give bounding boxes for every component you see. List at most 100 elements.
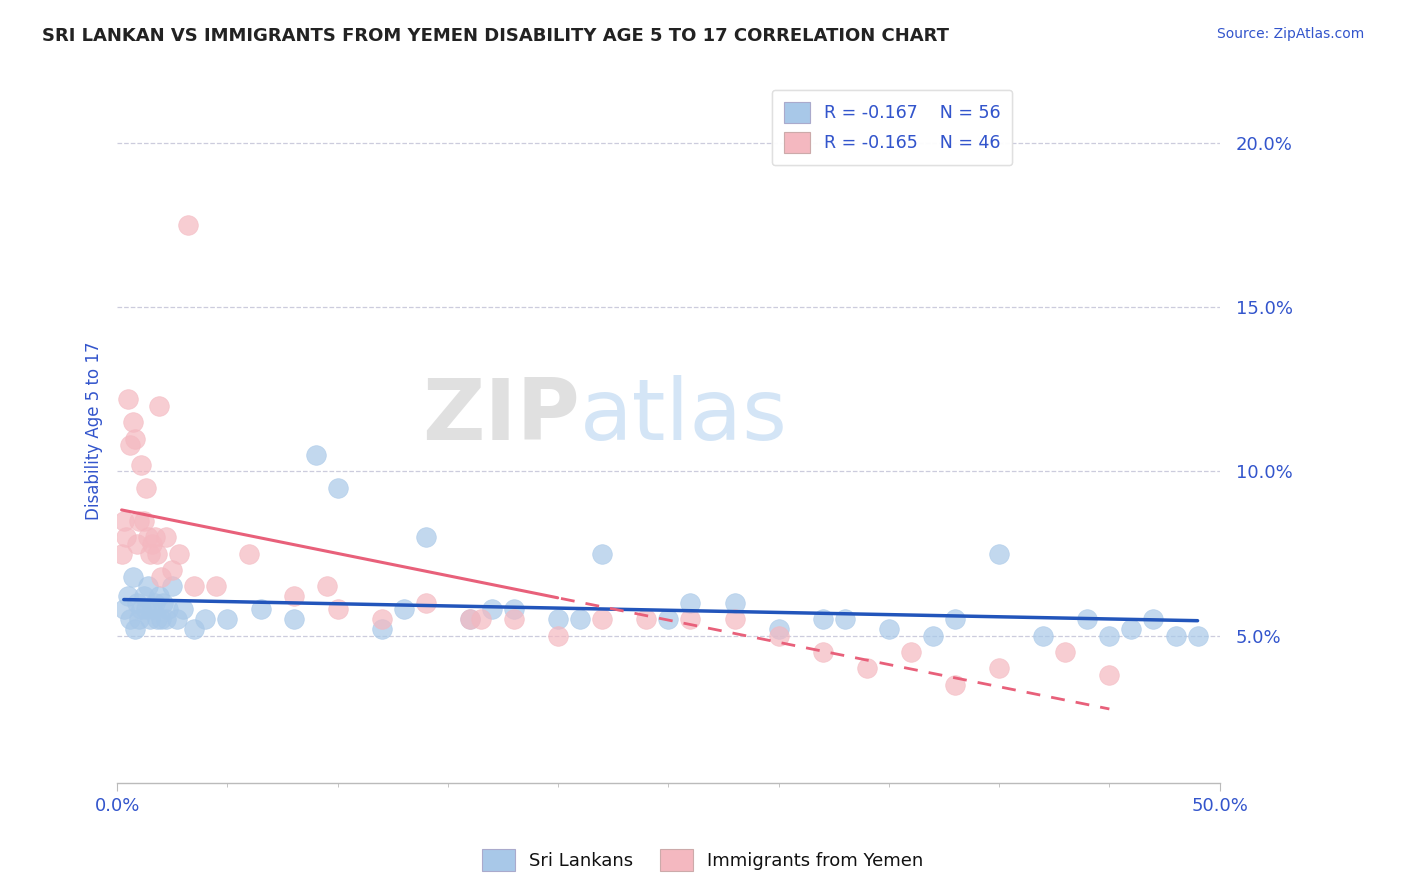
Point: [723, 596, 745, 610]
Point: [1054, 645, 1077, 659]
Point: [1164, 629, 1187, 643]
Point: [183, 579, 205, 593]
Point: [143, 530, 166, 544]
Point: [148, 589, 170, 603]
Point: [136, 579, 159, 593]
Point: [162, 563, 184, 577]
Point: [110, 547, 132, 561]
Point: [249, 602, 271, 616]
Point: [150, 612, 173, 626]
Point: [922, 629, 945, 643]
Legend: Sri Lankans, Immigrants from Yemen: Sri Lankans, Immigrants from Yemen: [475, 842, 931, 879]
Point: [172, 602, 194, 616]
Point: [326, 481, 349, 495]
Point: [547, 612, 569, 626]
Point: [371, 622, 394, 636]
Point: [135, 481, 157, 495]
Point: [124, 432, 146, 446]
Y-axis label: Disability Age 5 to 17: Disability Age 5 to 17: [86, 341, 103, 520]
Point: [392, 602, 415, 616]
Point: [481, 602, 503, 616]
Point: [112, 602, 135, 616]
Point: [1032, 629, 1054, 643]
Point: [503, 612, 526, 626]
Point: [124, 622, 146, 636]
Text: SRI LANKAN VS IMMIGRANTS FROM YEMEN DISABILITY AGE 5 TO 17 CORRELATION CHART: SRI LANKAN VS IMMIGRANTS FROM YEMEN DISA…: [42, 27, 949, 45]
Point: [177, 218, 200, 232]
Point: [120, 438, 142, 452]
Point: [834, 612, 856, 626]
Point: [131, 602, 153, 616]
Point: [117, 392, 139, 407]
Point: [217, 612, 239, 626]
Point: [1187, 629, 1209, 643]
Point: [146, 547, 169, 561]
Point: [128, 514, 150, 528]
Point: [194, 612, 217, 626]
Point: [371, 612, 394, 626]
Point: [167, 547, 190, 561]
Point: [143, 596, 166, 610]
Point: [811, 645, 834, 659]
Point: [141, 537, 163, 551]
Point: [152, 596, 174, 610]
Point: [943, 612, 966, 626]
Point: [139, 547, 162, 561]
Text: ZIP: ZIP: [422, 375, 581, 458]
Point: [132, 589, 155, 603]
Point: [877, 622, 900, 636]
Point: [183, 622, 205, 636]
Point: [139, 612, 162, 626]
Point: [1121, 622, 1143, 636]
Point: [238, 547, 260, 561]
Point: [125, 596, 148, 610]
Point: [1142, 612, 1164, 626]
Point: [117, 589, 139, 603]
Point: [155, 612, 177, 626]
Point: [591, 612, 613, 626]
Point: [135, 602, 157, 616]
Point: [768, 622, 790, 636]
Point: [205, 579, 228, 593]
Point: [125, 537, 148, 551]
Point: [679, 596, 702, 610]
Point: [415, 596, 437, 610]
Point: [1076, 612, 1098, 626]
Point: [166, 612, 188, 626]
Point: [569, 612, 592, 626]
Point: [120, 612, 142, 626]
Point: [283, 589, 305, 603]
Point: [304, 448, 326, 462]
Point: [636, 612, 658, 626]
Point: [591, 547, 613, 561]
Point: [315, 579, 337, 593]
Point: [723, 612, 745, 626]
Point: [115, 530, 138, 544]
Point: [150, 569, 173, 583]
Point: [900, 645, 922, 659]
Point: [768, 629, 790, 643]
Point: [155, 530, 177, 544]
Point: [121, 569, 143, 583]
Point: [148, 399, 170, 413]
Point: [415, 530, 437, 544]
Point: [988, 547, 1011, 561]
Point: [131, 458, 153, 472]
Point: [503, 602, 526, 616]
Point: [657, 612, 679, 626]
Point: [146, 612, 169, 626]
Point: [1098, 629, 1121, 643]
Point: [326, 602, 349, 616]
Point: [988, 661, 1011, 675]
Point: [679, 612, 702, 626]
Point: [856, 661, 879, 675]
Point: [283, 612, 305, 626]
Point: [141, 602, 163, 616]
Point: [162, 579, 184, 593]
Point: [458, 612, 481, 626]
Point: [136, 530, 159, 544]
Point: [458, 612, 481, 626]
Point: [811, 612, 834, 626]
Text: atlas: atlas: [581, 375, 789, 458]
Point: [470, 612, 492, 626]
